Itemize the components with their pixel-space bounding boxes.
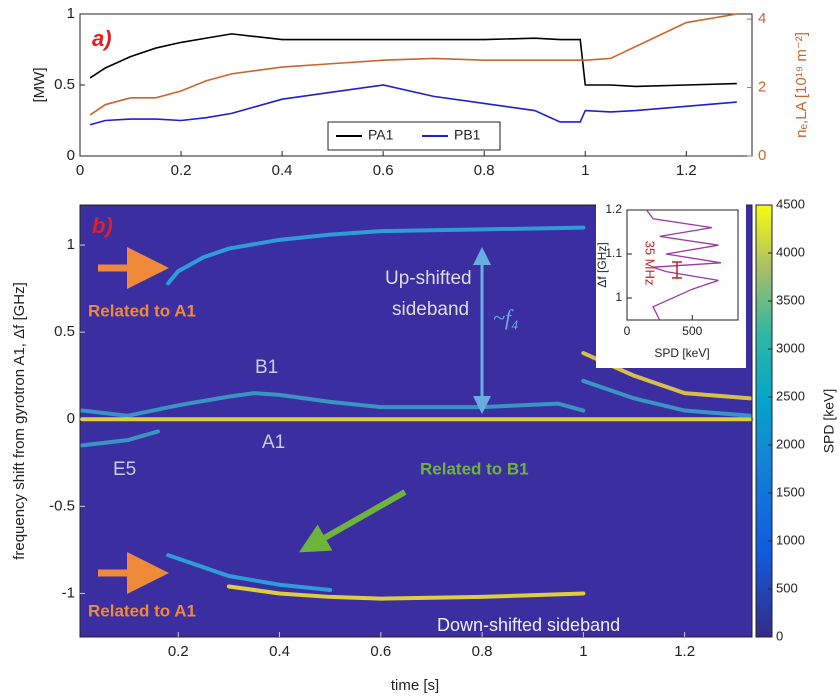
y2-tick-label: 4 (758, 10, 766, 27)
annotation: Up-shifted (385, 268, 472, 289)
x-tick-label: 0.6 (370, 643, 391, 660)
x-tick-label: 0.2 (171, 162, 192, 179)
colorbar-tick-label: 0 (776, 628, 783, 643)
annotation: sideband (392, 299, 469, 320)
legend-label: PA1 (368, 127, 394, 143)
x-tick-label: 0.6 (373, 162, 394, 179)
annotation: Related to B1 (420, 459, 529, 478)
spectral-feature (80, 429, 160, 448)
y-tick-label: 1.1 (605, 246, 622, 260)
line (89, 13, 737, 116)
line (646, 209, 722, 321)
annotation: 35 MHz (643, 241, 658, 286)
spectral-feature (226, 584, 586, 601)
annotation: Related to A1 (88, 601, 196, 620)
line (89, 33, 737, 88)
y-tick-label: -0.5 (49, 497, 75, 514)
y-tick-label: 0.5 (54, 323, 75, 340)
x-tick-label: 0 (624, 324, 631, 338)
y-axis-label: Δf [GHz] (595, 242, 609, 287)
frame (79, 204, 753, 638)
y-tick-label: 0 (67, 147, 75, 164)
y-tick-label: 0.5 (54, 76, 75, 93)
x-tick-label: 0.8 (474, 162, 495, 179)
colorbar-tick-label: 3000 (776, 340, 805, 355)
inset: 0 500 1 1.1 1.2 SPD [keV] Δf [GHz] 35 MHz (595, 200, 746, 368)
y-tick-label: 1 (67, 5, 75, 22)
spectral-feature (166, 225, 586, 286)
y-axis-label: [MW] (31, 68, 48, 103)
x-tick-label: 0.2 (168, 643, 189, 660)
x-tick-label: 500 (682, 324, 702, 338)
colorbar-tick-label: 500 (776, 580, 798, 595)
spectral-feature (80, 391, 586, 418)
y2-tick-label: 0 (758, 147, 766, 164)
annotation: Related to A1 (88, 301, 196, 320)
y-tick-label: 0 (67, 410, 75, 427)
x-tick-label: 1 (579, 643, 587, 660)
spectral-feature (166, 553, 333, 592)
labels: a) b) Related to A1 Related to A1 Up-shi… (88, 26, 620, 635)
arrow (298, 489, 407, 553)
y-tick-label: -1 (62, 584, 75, 601)
x-tick-label: 0.8 (472, 643, 493, 660)
y-tick-label: 1 (67, 236, 75, 253)
x-axis-label: time [s] (391, 677, 439, 694)
colorbar-tick-label: 3500 (776, 292, 805, 307)
annotation: B1 (255, 357, 278, 378)
x-tick-label: 1.2 (676, 162, 697, 179)
x-axis-label: SPD [keV] (654, 346, 709, 360)
y-axis-label: frequency shift from gyrotron A1, Δf [GH… (11, 282, 28, 560)
colorbar-tick-label: 4000 (776, 244, 805, 259)
colorbar-tick-label: 2500 (776, 388, 805, 403)
annotation: ~f₄ (493, 305, 519, 330)
panel-label: a) (92, 26, 112, 51)
colorbar (755, 204, 773, 638)
y2-tick-label: 2 (758, 79, 766, 96)
colorbar-tick-label: 1000 (776, 532, 805, 547)
colorbar-tick-label: 2000 (776, 436, 805, 451)
x-tick-label: 0.4 (272, 162, 293, 179)
y2-axis-label: nₑ,LA [10¹⁹ m⁻²] (793, 32, 810, 138)
annotation: Down-shifted sideband (437, 615, 620, 635)
y-tick-label: 1.2 (605, 202, 622, 216)
colorbar-label: SPD [keV] (821, 389, 837, 454)
colorbar-tick-label: 4500 (776, 196, 805, 211)
x-tick-label: 1 (581, 162, 589, 179)
annotation: A1 (262, 432, 285, 453)
x-tick-label: 0 (76, 162, 84, 179)
x-tick-label: 1.2 (674, 643, 695, 660)
colorbar-tick-label: 1500 (776, 484, 805, 499)
bracket (672, 261, 682, 279)
y-tick-label: 1 (615, 290, 622, 304)
legend-label: PB1 (454, 127, 481, 143)
spectral-feature (581, 378, 753, 418)
panel-a: 0 0.2 0.4 0.6 0.8 1 1.2 0 0.5 1 0 2 4 [MW] nₑ,LA [10¹⁹… (31, 5, 810, 179)
line (89, 84, 737, 126)
x-tick-label: 0.4 (269, 643, 290, 660)
annotation: E5 (113, 459, 136, 480)
panel-label: b) (92, 213, 113, 238)
